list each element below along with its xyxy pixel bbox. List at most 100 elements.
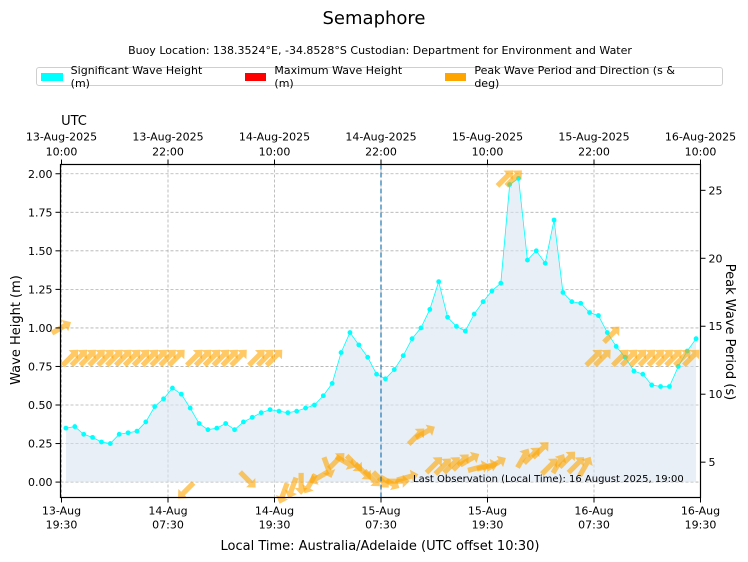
peak-period-arrow	[96, 349, 114, 368]
wave-height-point	[170, 385, 175, 391]
peak-period-arrow	[619, 349, 638, 368]
x-tick-label: 19:30	[259, 519, 291, 532]
wave-height-point	[542, 260, 548, 266]
peak-period-arrow	[229, 349, 247, 368]
top-tick-label: 10:00	[685, 146, 717, 159]
peak-period-arrow	[131, 349, 150, 368]
y-tick-label: 0.50	[28, 399, 53, 412]
arrow-shape	[577, 456, 593, 478]
wave-height-point	[267, 407, 273, 413]
arrow-shape	[211, 349, 230, 368]
wave-height-point	[134, 428, 140, 434]
legend-label: Significant Wave Height (m)	[70, 63, 203, 90]
peak-period-arrow	[682, 349, 700, 368]
peak-period-arrow	[362, 468, 380, 487]
wave-height-point	[223, 421, 229, 426]
wave-height-point	[320, 393, 326, 399]
arrow-shape	[334, 454, 356, 470]
peak-period-arrow	[458, 451, 480, 468]
arrow-shape	[655, 349, 673, 368]
wave-height-point	[249, 414, 255, 420]
arrow-shape	[220, 349, 238, 368]
wave-height-point	[116, 431, 122, 437]
arrow-shape	[69, 349, 88, 368]
top-tick-label: 10:00	[46, 146, 78, 159]
arrow-shape	[158, 349, 176, 368]
y-tick-label: 0.75	[28, 360, 53, 373]
peak-period-arrow	[185, 349, 203, 368]
top-tick-label: 22:00	[152, 146, 184, 159]
peak-period-arrow	[334, 454, 356, 470]
arrow-shape	[105, 349, 123, 368]
wave-height-point	[400, 353, 406, 359]
wave-height-point	[205, 427, 211, 433]
peak-period-arrow	[515, 448, 531, 469]
wave-height-point	[63, 425, 69, 431]
arrow-shape	[362, 468, 380, 487]
arrow-shape	[637, 349, 656, 368]
wave-height-point	[391, 367, 397, 372]
peak-period-arrow	[167, 349, 185, 368]
peak-period-arrow	[264, 349, 283, 368]
y2-tick-label: 10	[709, 388, 723, 401]
arrow-layer	[50, 170, 700, 504]
peak-period-arrow	[433, 458, 451, 476]
wave-height-point	[90, 434, 95, 440]
arrow-shape	[673, 349, 691, 368]
wave-height-point	[99, 439, 104, 445]
wave-height-point	[276, 408, 282, 414]
chart-title: Semaphore	[322, 8, 426, 29]
peak-period-arrow	[593, 349, 611, 368]
peak-period-arrow	[149, 349, 167, 368]
peak-period-arrow	[414, 424, 435, 441]
wave-height-point	[214, 425, 220, 431]
arrow-shape	[264, 349, 283, 368]
legend-item-significant-wave-height: Significant Wave Height (m)	[41, 64, 223, 90]
wave-height-point	[471, 311, 477, 317]
top-tick-label: 14-Aug-2025	[239, 131, 310, 144]
x-tick-label: 19:30	[472, 519, 504, 532]
wave-height-point	[613, 344, 619, 349]
wave-height-point	[81, 431, 87, 437]
wave-height-point	[436, 279, 442, 285]
top-tick-label: 22:00	[365, 146, 397, 159]
arrow-shape	[485, 455, 506, 472]
peak-period-arrow	[114, 349, 132, 368]
peak-period-arrow	[238, 470, 256, 488]
peak-period-arrow	[105, 349, 123, 368]
arrow-shape	[515, 448, 531, 469]
wave-height-point	[329, 381, 335, 386]
arrow-shape	[185, 349, 203, 368]
peak-period-arrow	[557, 451, 576, 470]
arrow-shape	[458, 451, 480, 468]
x-tick-label: 16-Aug	[681, 505, 720, 518]
peak-period-arrow	[424, 457, 443, 475]
wave-height-point	[187, 405, 193, 411]
legend-item-maximum-wave-height: Maximum Wave Height (m)	[244, 64, 423, 90]
peak-period-arrow	[577, 456, 593, 478]
top-tick-label: 10:00	[259, 146, 291, 159]
arrow-shape	[131, 349, 150, 368]
chart-legend: Significant Wave Height (m) Maximum Wave…	[36, 64, 723, 90]
peak-period-arrow	[396, 469, 419, 483]
wave-height-point	[347, 330, 353, 335]
arrow-shape	[247, 349, 265, 368]
wave-height-point	[365, 354, 371, 360]
arrow-shape	[584, 349, 602, 368]
peak-period-arrow	[611, 349, 629, 368]
arrow-shape	[96, 349, 114, 368]
wave-height-point	[533, 248, 539, 254]
peak-period-arrow	[646, 349, 664, 368]
peak-period-arrow	[550, 453, 567, 475]
arrow-shape	[628, 349, 647, 368]
arrow-shape	[619, 349, 638, 368]
arrow-shape	[149, 349, 167, 368]
y-tick-label: 0.00	[28, 476, 53, 489]
arrow-shape	[78, 349, 96, 368]
arrow-shape	[202, 349, 221, 368]
wave-height-point	[178, 391, 184, 397]
wave-height-point	[294, 408, 300, 414]
arrow-shape	[87, 349, 105, 368]
peak-period-arrow	[584, 349, 602, 368]
